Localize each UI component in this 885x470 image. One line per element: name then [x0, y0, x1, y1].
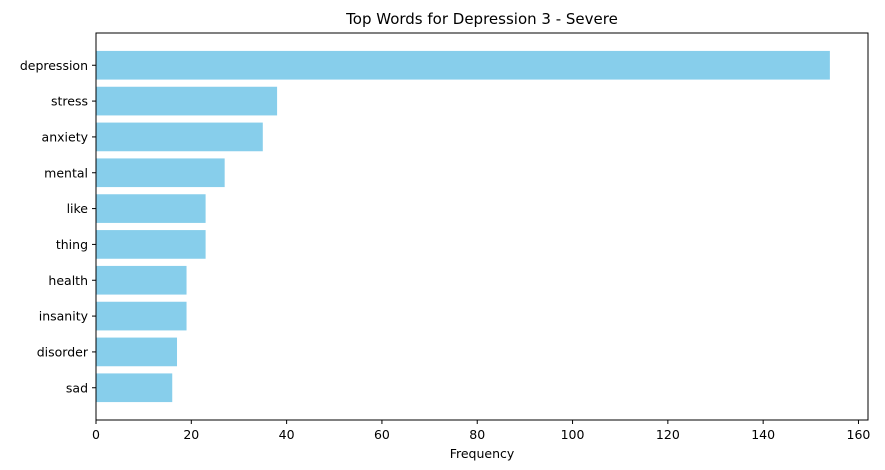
y-tick-label-like: like: [67, 201, 89, 216]
bar-thing: [96, 230, 206, 259]
chart-title: Top Words for Depression 3 - Severe: [345, 10, 618, 28]
x-tick-label-80: 80: [469, 427, 485, 442]
plot-frame: [95, 32, 869, 421]
y-tick-label-mental: mental: [44, 165, 88, 180]
y-tick-label-health: health: [48, 273, 88, 288]
y-tick-label-insanity: insanity: [39, 309, 89, 324]
y-tick-label-thing: thing: [56, 237, 88, 252]
bar-depression: [96, 50, 830, 80]
bar-mental: [96, 158, 225, 188]
x-tick-label-60: 60: [374, 427, 390, 442]
y-tick-label-sad: sad: [66, 380, 88, 395]
bar-disorder: [96, 337, 178, 367]
y-axis: depression stress anxiety mental like thing he…: [20, 58, 96, 395]
y-tick-label-depression: depression: [20, 58, 88, 73]
x-tick-label-140: 140: [751, 427, 775, 442]
x-tick-label-0: 0: [92, 427, 100, 442]
x-tick-label-160: 160: [847, 427, 871, 442]
x-tick-label-20: 20: [183, 427, 199, 442]
bar-stress: [96, 86, 278, 116]
bar-anxiety: [96, 122, 263, 152]
bar-like: [96, 194, 206, 223]
y-tick-label-stress: stress: [51, 94, 88, 109]
x-tick-label-100: 100: [561, 427, 585, 442]
y-tick-label-anxiety: anxiety: [42, 129, 89, 144]
plot-area: [96, 50, 830, 403]
bar-health: [96, 265, 187, 295]
x-axis-label: Frequency: [450, 446, 515, 461]
y-tick-label-disorder: disorder: [37, 344, 89, 359]
x-tick-label-40: 40: [279, 427, 295, 442]
x-axis: 0 20 40 60 80 100 120 140 160: [92, 420, 870, 442]
bar-sad: [96, 373, 173, 403]
bar-insanity: [96, 301, 187, 331]
x-tick-label-120: 120: [656, 427, 680, 442]
